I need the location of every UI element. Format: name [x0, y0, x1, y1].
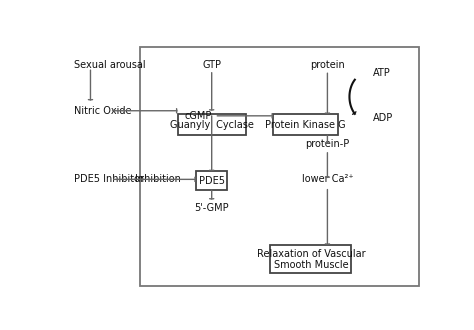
- Text: cGMP: cGMP: [184, 111, 212, 121]
- FancyBboxPatch shape: [273, 114, 337, 135]
- Text: ADP: ADP: [374, 114, 393, 123]
- Text: Nitric Oxide: Nitric Oxide: [74, 106, 131, 116]
- Text: Inhibition: Inhibition: [136, 174, 182, 184]
- Text: protein-P: protein-P: [305, 139, 349, 149]
- Text: lower Ca²⁺: lower Ca²⁺: [301, 175, 353, 184]
- Text: ATP: ATP: [374, 68, 391, 78]
- Text: Protein Kinase G: Protein Kinase G: [265, 120, 346, 130]
- Text: protein: protein: [310, 60, 345, 70]
- FancyBboxPatch shape: [271, 246, 351, 273]
- FancyBboxPatch shape: [196, 172, 228, 190]
- Text: GTP: GTP: [202, 60, 221, 70]
- Text: Relaxation of Vascular
Smooth Muscle: Relaxation of Vascular Smooth Muscle: [256, 248, 365, 270]
- Text: Guanylyl Cyclase: Guanylyl Cyclase: [170, 120, 254, 130]
- Text: PDE5 Inhibitor: PDE5 Inhibitor: [74, 174, 144, 184]
- Text: Sexual arousal: Sexual arousal: [74, 60, 146, 70]
- Text: 5'-GMP: 5'-GMP: [194, 204, 229, 214]
- Text: PDE5: PDE5: [199, 176, 225, 186]
- FancyBboxPatch shape: [178, 114, 246, 135]
